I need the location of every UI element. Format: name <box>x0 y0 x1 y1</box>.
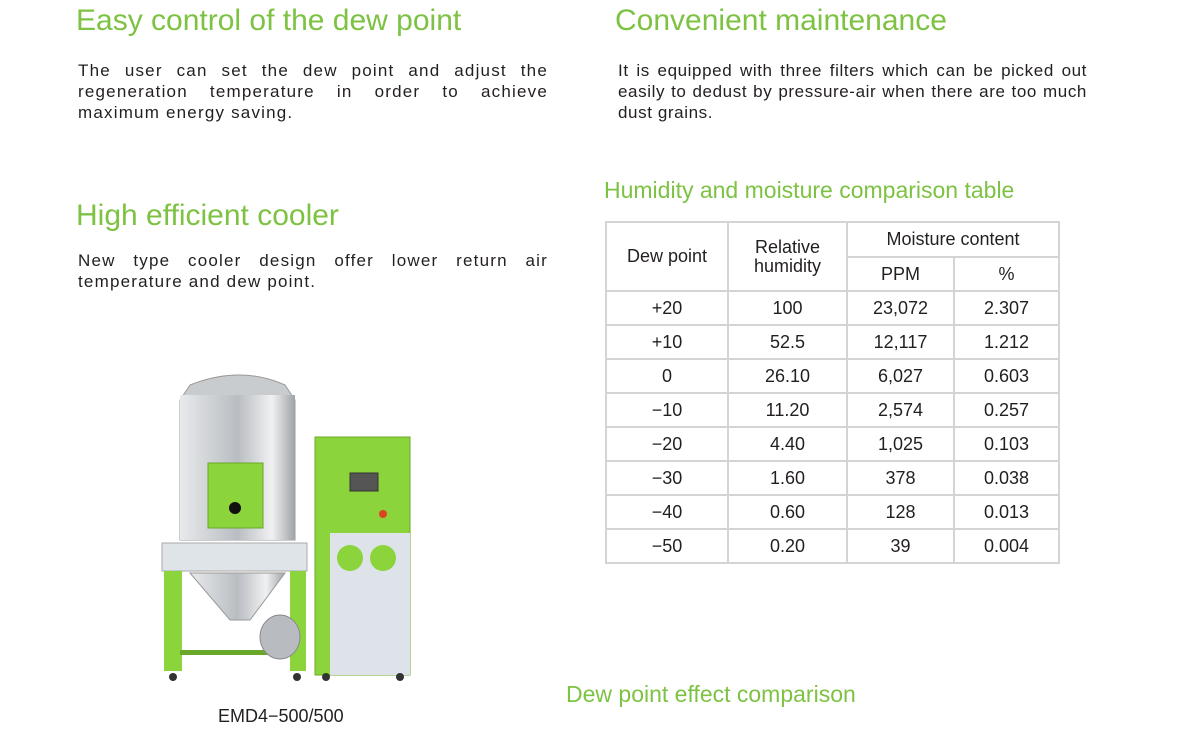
section-text-maintenance: It is equipped with three filters which … <box>618 61 1087 122</box>
cell-percent: 0.004 <box>953 528 1060 564</box>
cell-ppm: 23,072 <box>846 290 955 326</box>
cell-relative-humidity: 11.20 <box>727 392 848 428</box>
table-row: −20 4.40 1,025 0.103 <box>605 426 1060 462</box>
cell-relative-humidity: 1.60 <box>727 460 848 496</box>
cell-dew-point: −50 <box>605 528 729 564</box>
cell-ppm: 378 <box>846 460 955 496</box>
cell-dew-point: 0 <box>605 358 729 394</box>
table-row: +20 100 23,072 2.307 <box>605 290 1060 326</box>
cell-percent: 0.603 <box>953 358 1060 394</box>
cell-relative-humidity: 0.60 <box>727 494 848 530</box>
cell-ppm: 1,025 <box>846 426 955 462</box>
cell-percent: 0.013 <box>953 494 1060 530</box>
cell-dew-point: −10 <box>605 392 729 428</box>
cell-dew-point: −20 <box>605 426 729 462</box>
table-row: −40 0.60 128 0.013 <box>605 494 1060 530</box>
header-ppm: PPM <box>846 256 955 292</box>
cell-percent: 0.103 <box>953 426 1060 462</box>
section-title-cooler: High efficient cooler <box>76 199 339 232</box>
section-text-dew-point: The user can set the dew point and adjus… <box>78 61 548 122</box>
cell-ppm: 12,117 <box>846 324 955 360</box>
cell-ppm: 2,574 <box>846 392 955 428</box>
cell-dew-point: +10 <box>605 324 729 360</box>
header-percent: % <box>953 256 1060 292</box>
cell-ppm: 128 <box>846 494 955 530</box>
cell-percent: 2.307 <box>953 290 1060 326</box>
cell-relative-humidity: 100 <box>727 290 848 326</box>
cell-dew-point: −40 <box>605 494 729 530</box>
table-row: −50 0.20 39 0.004 <box>605 528 1060 564</box>
table-row: 0 26.10 6,027 0.603 <box>605 358 1060 394</box>
cell-relative-humidity: 4.40 <box>727 426 848 462</box>
cell-relative-humidity: 52.5 <box>727 324 848 360</box>
dew-point-effect-title: Dew point effect comparison <box>566 681 856 707</box>
cell-relative-humidity: 26.10 <box>727 358 848 394</box>
table-title: Humidity and moisture comparison table <box>604 177 1015 203</box>
dryer-machine-image <box>161 374 411 681</box>
section-title-dew-point: Easy control of the dew point <box>76 4 462 37</box>
cell-dew-point: −30 <box>605 460 729 496</box>
cell-ppm: 39 <box>846 528 955 564</box>
header-dew-point: Dew point <box>605 221 729 292</box>
cell-percent: 1.212 <box>953 324 1060 360</box>
table-row: −10 11.20 2,574 0.257 <box>605 392 1060 428</box>
header-relative-humidity: Relative humidity <box>727 221 848 292</box>
cell-ppm: 6,027 <box>846 358 955 394</box>
humidity-moisture-table: Dew point Relative humidity Moisture con… <box>605 221 1060 564</box>
section-text-cooler: New type cooler design offer lower retur… <box>78 251 548 291</box>
header-moisture-content: Moisture content <box>846 221 1060 258</box>
product-model-caption: EMD4−500/500 <box>218 706 344 726</box>
section-title-maintenance: Convenient maintenance <box>615 4 947 37</box>
cell-relative-humidity: 0.20 <box>727 528 848 564</box>
table-row: +10 52.5 12,117 1.212 <box>605 324 1060 360</box>
table-row: −30 1.60 378 0.038 <box>605 460 1060 496</box>
cell-percent: 0.038 <box>953 460 1060 496</box>
cell-dew-point: +20 <box>605 290 729 326</box>
cell-percent: 0.257 <box>953 392 1060 428</box>
